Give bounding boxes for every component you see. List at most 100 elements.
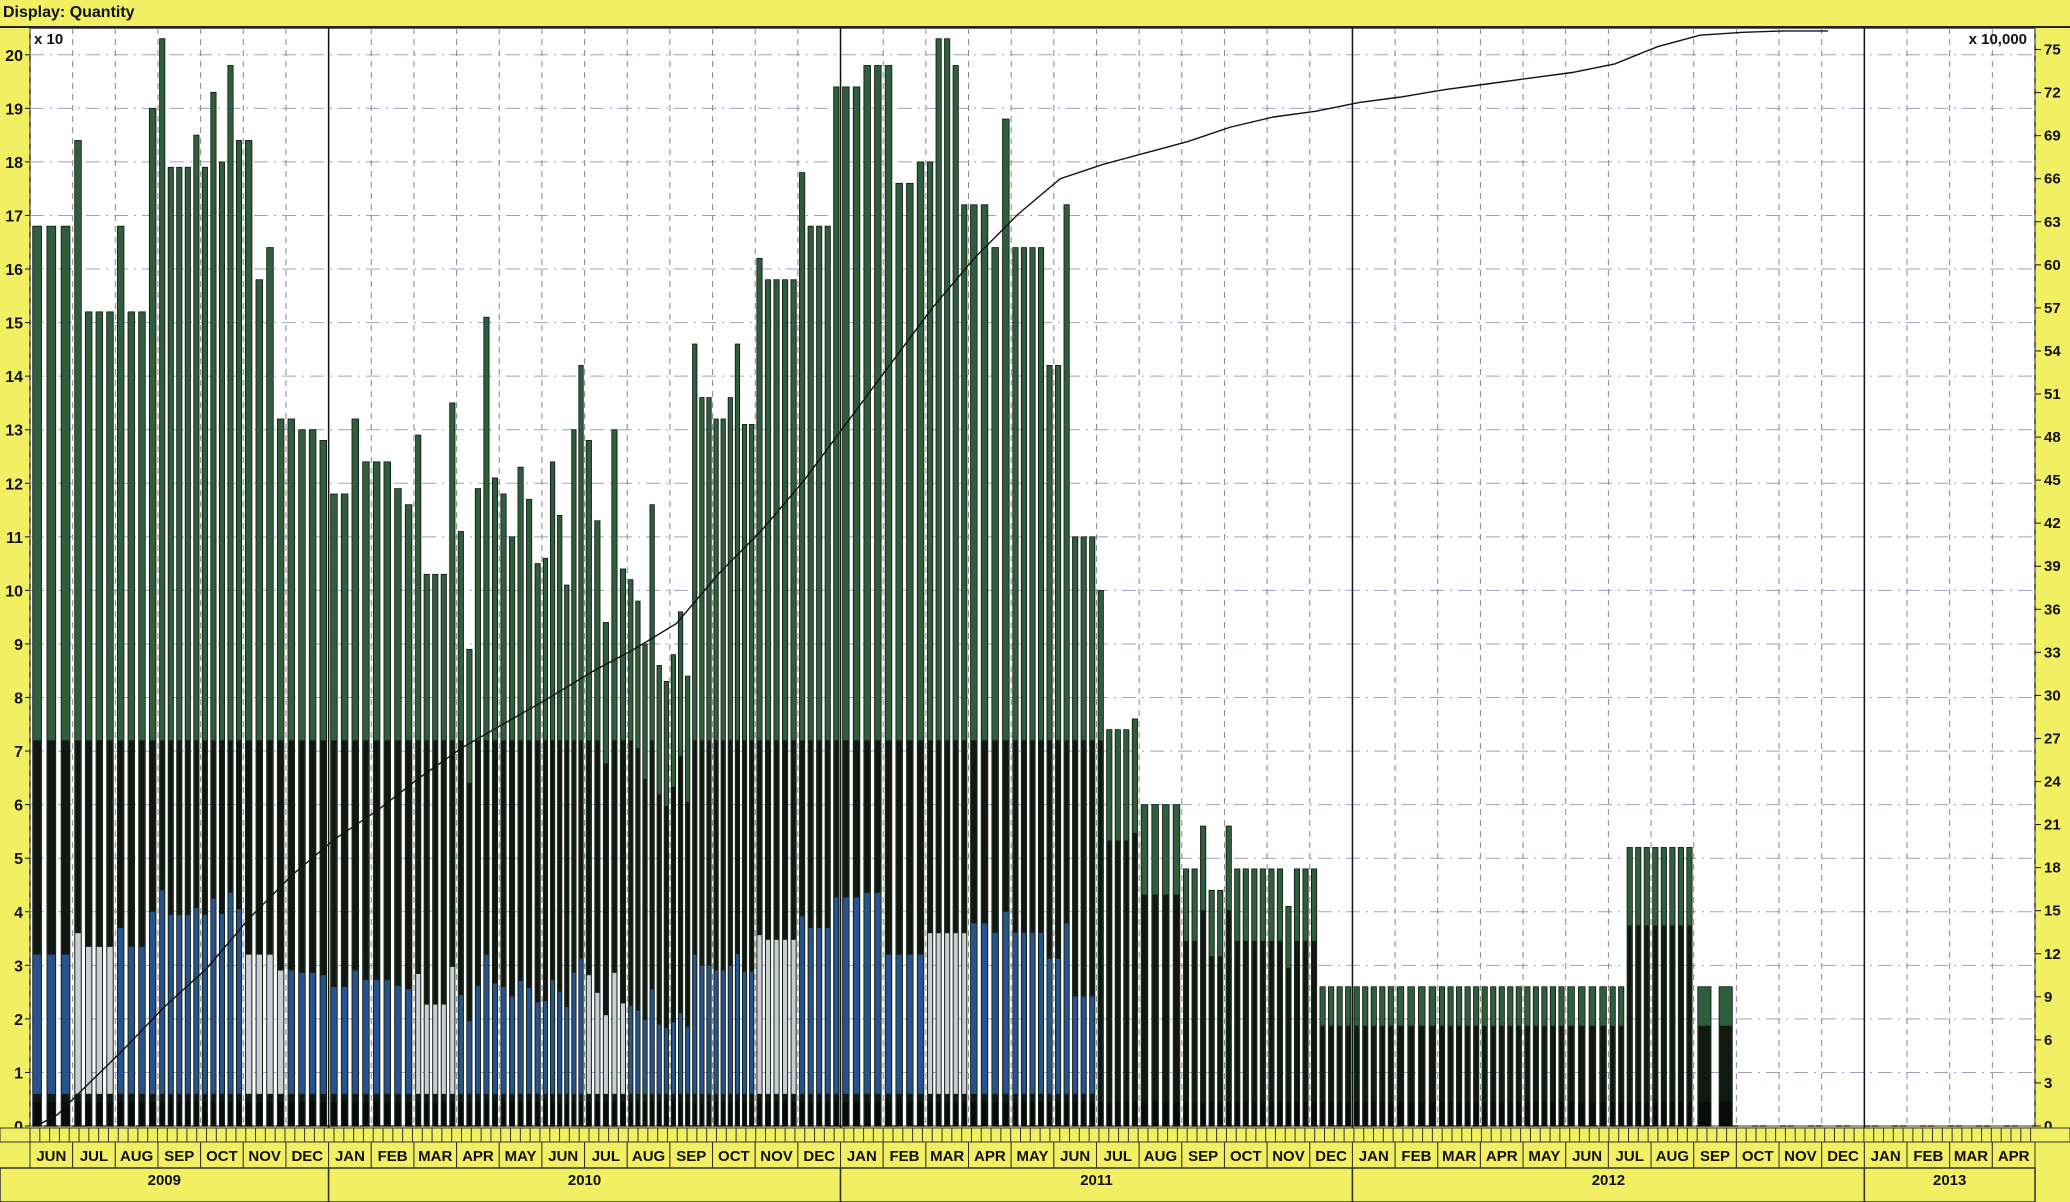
bar	[1362, 986, 1369, 1127]
right-tick-label: 51	[2044, 386, 2061, 403]
bar-segment-base	[1698, 1101, 1711, 1126]
right-tick-label: 54	[2044, 343, 2061, 360]
bar-segment-base	[1619, 1101, 1624, 1126]
bar-segment-low	[256, 954, 263, 1094]
bar-segment-base	[1141, 1101, 1148, 1126]
bar-segment-base	[1627, 1101, 1632, 1126]
bar	[1162, 804, 1170, 1127]
bar-segment-core	[1184, 940, 1189, 1126]
bar-segment-low	[843, 897, 849, 1094]
bar-segment-low	[518, 981, 523, 1094]
bar-segment-core	[885, 740, 892, 1126]
bar-segment-core	[1589, 1025, 1596, 1126]
month-label: SEP	[676, 1148, 706, 1165]
bar	[833, 86, 840, 1127]
bar	[874, 65, 882, 1127]
month-label: JAN	[1871, 1148, 1901, 1165]
month-cell	[1821, 1141, 1865, 1169]
bar	[74, 140, 82, 1127]
bar-segment-low	[267, 954, 273, 1094]
bar-segment-base	[363, 1101, 369, 1126]
bar-segment-base	[962, 1101, 967, 1126]
bar-segment-base	[1508, 1101, 1513, 1126]
bar-segment-low	[117, 928, 124, 1094]
month-cell	[925, 1141, 970, 1169]
bar-segment-base	[1589, 1101, 1596, 1126]
left-tick-label: 16	[5, 262, 23, 279]
right-tick-label: 30	[2044, 687, 2061, 704]
month-label: FEB	[890, 1148, 920, 1165]
bar-segment-core	[352, 740, 358, 1126]
right-tick-label: 60	[2044, 257, 2061, 274]
left-tick-label: 2	[14, 1012, 23, 1029]
bar-segment-base	[1474, 1101, 1479, 1126]
bar	[1464, 986, 1471, 1127]
bar-segment-base	[1465, 1101, 1470, 1126]
bar-segment-core	[612, 740, 617, 1126]
bar-segment-base	[757, 1101, 762, 1126]
bar-segment-core	[700, 740, 704, 1126]
bar-segment-core	[735, 740, 740, 1126]
bar	[509, 536, 516, 1127]
bar-segment-low	[783, 939, 788, 1094]
bar-segment-core	[501, 740, 506, 1126]
bar-segment-core	[309, 740, 316, 1126]
bar	[457, 531, 464, 1127]
bar-segment-core	[1294, 940, 1300, 1126]
bar-segment-core	[1163, 894, 1169, 1126]
month-label: MAR	[1954, 1148, 1988, 1165]
bar-segment-core	[47, 740, 56, 1126]
bar-segment-low	[277, 970, 284, 1094]
bar-segment-base	[1653, 1101, 1658, 1126]
left-tick-label: 12	[5, 476, 23, 493]
left-axis-multiplier: x 10	[34, 31, 63, 48]
bar	[564, 584, 570, 1127]
bar	[764, 279, 772, 1127]
bar-segment-core	[686, 802, 690, 1126]
bar-segment-low	[467, 1021, 472, 1094]
bar-segment-core	[1235, 940, 1240, 1126]
bar	[60, 225, 71, 1127]
month-cell	[72, 1141, 116, 1169]
bar-segment-core	[783, 740, 788, 1126]
bar-segment-low	[808, 928, 813, 1094]
month-label: DEC	[1315, 1148, 1347, 1165]
bar-segment-core	[256, 740, 263, 1126]
right-tick-label: 69	[2044, 128, 2061, 145]
bar	[1319, 986, 1326, 1127]
bar	[585, 440, 592, 1127]
bar-segment-base	[992, 1101, 998, 1126]
month-cell	[1351, 1141, 1396, 1169]
bar-segment-core	[1269, 940, 1274, 1126]
bar	[961, 204, 968, 1127]
bar-segment-base	[817, 1101, 822, 1126]
bar-segment-base	[341, 1101, 348, 1126]
bar-segment-base	[885, 1101, 892, 1126]
bar-segment-core	[1653, 925, 1658, 1126]
month-label: DEC	[1827, 1148, 1859, 1165]
bar-segment-base	[1132, 1101, 1137, 1126]
bar-segment-base	[853, 1101, 860, 1126]
bar-segment-low	[96, 946, 103, 1094]
month-cell	[626, 1141, 671, 1169]
bar-segment-base	[1559, 1101, 1564, 1126]
bar	[1567, 986, 1575, 1127]
bar-segment-low	[1030, 932, 1035, 1094]
bar	[1541, 986, 1548, 1127]
bar-segment-base	[1184, 1101, 1189, 1126]
month-label: MAR	[930, 1148, 964, 1165]
bar-segment-core	[1670, 925, 1675, 1126]
bar-segment-base	[825, 1101, 830, 1126]
bar-segment-base	[1152, 1101, 1158, 1126]
bar	[642, 643, 648, 1127]
bar-segment-base	[579, 1101, 583, 1126]
bar	[534, 563, 541, 1127]
bar	[176, 166, 183, 1127]
bar-segment-core	[1226, 910, 1231, 1126]
bar-segment-base	[1163, 1101, 1169, 1126]
right-tick-label: 9	[2044, 989, 2052, 1006]
bar	[1447, 986, 1454, 1127]
bar-segment-base	[128, 1101, 135, 1126]
bar	[440, 573, 447, 1127]
bar-segment-core	[1610, 1025, 1615, 1126]
